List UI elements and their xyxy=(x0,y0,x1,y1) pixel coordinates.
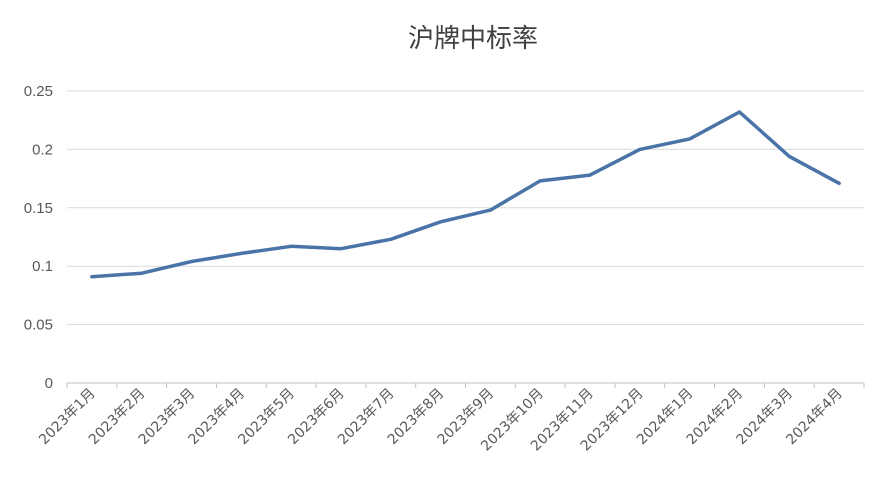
series-line xyxy=(90,110,841,279)
y-axis-ticks: 0 0.05 0.1 0.15 0.2 0.25 xyxy=(24,83,53,392)
data-point xyxy=(488,208,492,212)
data-point xyxy=(588,173,592,177)
data-point xyxy=(688,137,692,141)
gridlines xyxy=(66,90,865,388)
data-point xyxy=(837,181,841,185)
data-point xyxy=(190,260,194,264)
chart-title: 沪牌中标率 xyxy=(408,24,538,54)
y-tick-label: 0 xyxy=(45,375,53,392)
data-point xyxy=(90,275,94,279)
data-point xyxy=(538,179,542,183)
y-tick-label: 0.05 xyxy=(24,317,53,334)
data-point xyxy=(140,271,144,275)
data-point xyxy=(289,244,293,248)
data-point xyxy=(239,251,243,255)
data-point xyxy=(638,147,642,151)
data-point xyxy=(389,237,393,241)
data-point xyxy=(737,110,741,114)
y-tick-label: 0.2 xyxy=(32,141,53,158)
data-point xyxy=(339,247,343,251)
data-point xyxy=(439,220,443,224)
y-tick-label: 0.15 xyxy=(24,200,53,217)
series-layer xyxy=(90,110,841,279)
data-point xyxy=(787,154,791,158)
x-axis-ticks: 2023年1月2023年2月2023年3月2023年4月2023年5月2023年… xyxy=(36,386,846,455)
y-tick-label: 0.1 xyxy=(32,258,53,275)
y-tick-label: 0.25 xyxy=(24,83,53,100)
